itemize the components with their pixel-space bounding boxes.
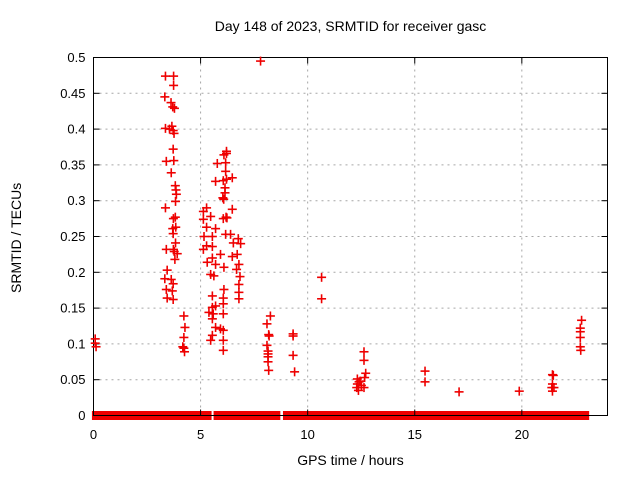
x-tick-label: 5 (197, 427, 204, 442)
y-tick-label: 0.2 (67, 265, 85, 280)
x-axis-label: GPS time / hours (297, 452, 404, 468)
x-tick-label: 15 (408, 427, 422, 442)
x-tick-label: 10 (300, 427, 314, 442)
x-tick-label: 0 (90, 427, 97, 442)
y-tick-label: 0.15 (60, 301, 85, 316)
y-tick-label: 0.1 (67, 336, 85, 351)
y-tick-label: 0.3 (67, 193, 85, 208)
y-tick-label: 0.35 (60, 157, 85, 172)
y-tick-label: 0.4 (67, 122, 85, 137)
y-tick-label: 0.05 (60, 372, 85, 387)
chart-title: Day 148 of 2023, SRMTID for receiver gas… (214, 18, 487, 34)
y-tick-label: 0 (78, 408, 85, 423)
x-tick-label: 20 (515, 427, 529, 442)
y-tick-label: 0.5 (67, 50, 85, 65)
plot-border (93, 57, 608, 416)
y-tick-label: 0.45 (60, 86, 85, 101)
y-tick-label: 0.25 (60, 229, 85, 244)
